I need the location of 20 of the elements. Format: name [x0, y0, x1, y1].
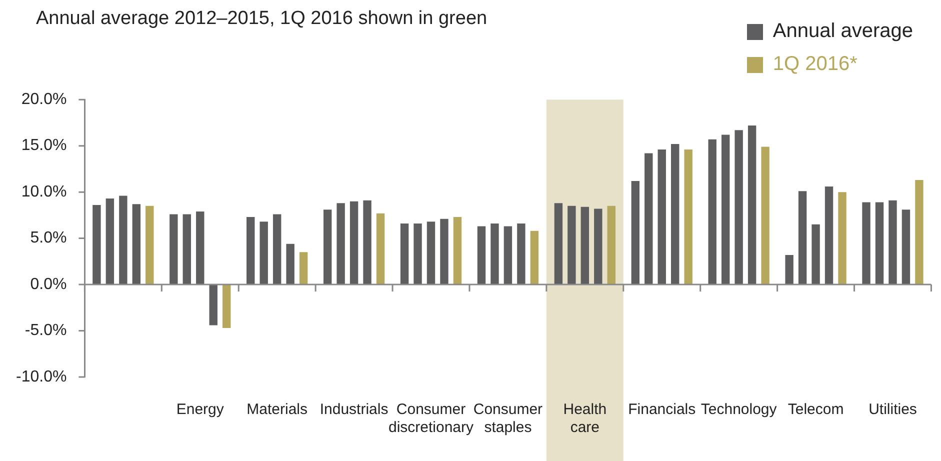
x-tick-label: Health care [563, 401, 607, 436]
x-tick-label: Materials [246, 401, 308, 418]
y-tick-label: 10.0% [21, 183, 67, 200]
x-tick-label: Financials [628, 401, 696, 418]
x-tick-label: Consumer staples [473, 401, 543, 436]
x-tick-label: Consumer discretionary [388, 401, 474, 436]
x-tick-label: Telecom [788, 401, 844, 418]
legend-label: Annual average [772, 20, 913, 43]
x-tick-label: Utilities [868, 401, 917, 418]
y-tick-label: 15.0% [21, 137, 67, 154]
x-tick-label: Energy [176, 401, 224, 418]
x-tick-label: Technology [700, 401, 778, 418]
y-tick-label: 0.0% [30, 276, 67, 293]
chart-title: Annual average 2012–2015, 1Q 2016 shown in green [36, 8, 488, 30]
y-tick-label: -10.0% [16, 368, 67, 386]
y-tick-label: -5.0% [24, 322, 67, 340]
y-tick-label: 5.0% [30, 230, 67, 247]
x-tick-label: Industrials [320, 401, 388, 418]
y-tick-label: 20.0% [21, 91, 67, 108]
legend-label: 1Q 2016* [772, 53, 858, 76]
